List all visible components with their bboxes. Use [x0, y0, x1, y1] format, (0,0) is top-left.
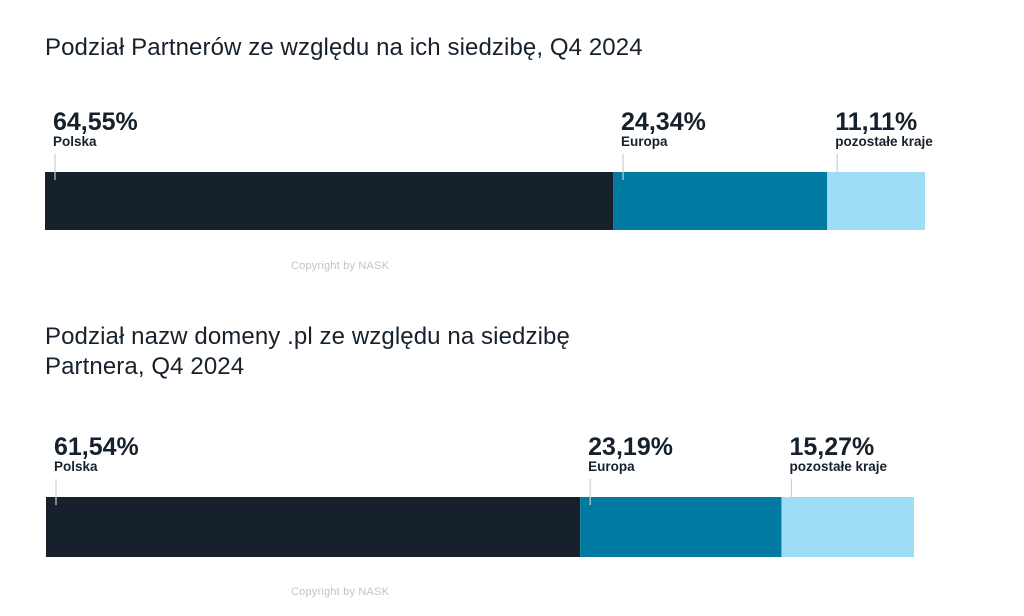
- chart-2-category-label-polska: Polska: [54, 459, 98, 474]
- chart-2-bar-europa: [580, 497, 782, 557]
- chart-2-category-label-europa: Europa: [588, 459, 635, 474]
- chart-2-value-label-pozosta-e-kraje: 15,27%: [789, 433, 874, 461]
- chart-2-value-label-polska: 61,54%: [54, 433, 139, 461]
- chart-2-title: Podział nazw domeny .pl ze względu na si…: [45, 322, 570, 382]
- chart-1-category-label-polska: Polska: [53, 134, 97, 149]
- chart-1-value-label-pozosta-e-kraje: 11,11%: [835, 108, 917, 136]
- chart-2-bar-pozosta-e-kraje: [781, 497, 914, 557]
- chart-1-value-label-europa: 24,34%: [621, 108, 706, 136]
- chart-2-value-label-europa: 23,19%: [588, 433, 673, 461]
- chart-1-bar-europa: [613, 172, 828, 230]
- chart-1-category-label-pozosta-e-kraje: pozostałe kraje: [835, 134, 933, 149]
- chart-2-title-line-1: Podział nazw domeny .pl ze względu na si…: [45, 323, 570, 350]
- chart-1-title: Podział Partnerów ze względu na ich sied…: [45, 34, 643, 61]
- chart-2-title-line-2: Partnera, Q4 2024: [45, 353, 245, 380]
- chart-1-copyright: Copyright by NASK: [291, 260, 390, 272]
- chart-1-value-label-polska: 64,55%: [53, 108, 138, 136]
- chart-2-copyright: Copyright by NASK: [291, 586, 390, 598]
- chart-1-bar-pozosta-e-kraje: [827, 172, 925, 230]
- chart-1-category-label-europa: Europa: [621, 134, 668, 149]
- chart-2-bar-polska: [46, 497, 581, 557]
- chart-1-bar-polska: [45, 172, 614, 230]
- chart-2-category-label-pozosta-e-kraje: pozostałe kraje: [789, 459, 887, 474]
